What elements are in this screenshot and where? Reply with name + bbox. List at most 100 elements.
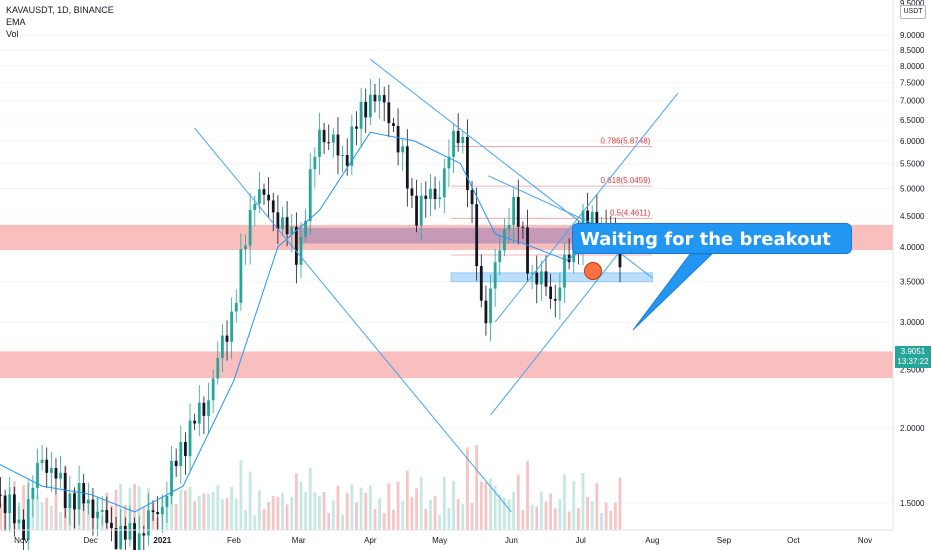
- volume-bar: [553, 508, 557, 530]
- candle-body: [396, 125, 400, 153]
- candle-body: [0, 494, 2, 496]
- candle-body: [31, 487, 35, 500]
- candle-body: [86, 499, 90, 504]
- currency-unit-badge[interactable]: USDT: [900, 5, 926, 19]
- volume-bar: [581, 472, 585, 530]
- price-tick-label: 5.0000: [900, 185, 925, 194]
- fib-level-label: 0.618(5.0459): [601, 176, 651, 185]
- volume-bar: [294, 473, 298, 530]
- candle-body: [230, 311, 234, 342]
- candle-body: [304, 220, 308, 237]
- time-axis[interactable]: Nov Dec 2021 Feb Mar Apr May Jun Jul Aug Sep Oct Nov: [0, 529, 893, 545]
- volume-bar: [267, 501, 271, 530]
- candle-body: [516, 197, 520, 227]
- volume-bar: [410, 496, 414, 530]
- volume-bar: [438, 515, 442, 530]
- volume-bar: [285, 504, 289, 530]
- volume-indicator-label[interactable]: Vol: [6, 29, 19, 39]
- candle-body: [123, 525, 127, 540]
- volume-bar: [595, 483, 599, 530]
- volume-bar: [281, 492, 284, 530]
- volume-bar: [396, 481, 400, 530]
- time-tick-label: Apr: [364, 536, 377, 545]
- candle-body: [368, 94, 372, 118]
- candle-body: [429, 188, 432, 199]
- volume-bar: [188, 487, 192, 530]
- price-tick-label: 6.0000: [900, 137, 925, 146]
- candle-body: [290, 226, 294, 235]
- candle-body: [433, 188, 437, 200]
- candle-body: [49, 468, 53, 473]
- volume-bar: [193, 501, 197, 530]
- price-tick-label: 5.5000: [900, 160, 925, 169]
- volume-bar: [539, 491, 543, 530]
- candle-body: [119, 525, 123, 549]
- price-tick-label: 3.5000: [900, 278, 925, 287]
- price-tick-label: 6.5000: [900, 116, 925, 125]
- candle-body: [165, 496, 169, 508]
- price-axis[interactable]: 1.5000 2.0000 2.5000 3.0000 3.5000 4.0000 4.50…: [892, 0, 925, 530]
- breakout-callout[interactable]: Waiting for the breakout: [572, 223, 852, 280]
- volume-bar: [442, 476, 446, 530]
- volume-bar: [613, 502, 617, 530]
- price-tick-label: 4.5000: [900, 212, 925, 221]
- candle-body: [96, 511, 99, 519]
- volume-bar: [22, 485, 26, 530]
- volume-bar: [382, 512, 386, 530]
- candle-body: [244, 245, 247, 250]
- candle-body: [147, 510, 150, 536]
- volume-bar: [276, 496, 280, 530]
- volume-bar: [378, 498, 381, 530]
- candle-body: [68, 493, 72, 509]
- candle-body: [355, 126, 358, 129]
- volume-bar: [479, 481, 483, 530]
- candle-body: [484, 300, 488, 324]
- candle-body: [452, 130, 455, 157]
- candle-body: [239, 249, 243, 303]
- volume-bar: [230, 486, 234, 530]
- volume-bar: [308, 467, 312, 530]
- price-tick-label: 4.0000: [900, 243, 925, 252]
- candle-body: [563, 254, 566, 288]
- candle-body: [364, 101, 368, 118]
- candle-body: [466, 136, 469, 191]
- candle-body: [174, 460, 178, 467]
- volume-bar: [405, 470, 409, 530]
- support-box: [450, 272, 653, 283]
- volume-bar: [142, 507, 146, 530]
- candle-body: [77, 483, 81, 510]
- volume-bar: [318, 495, 321, 530]
- candle-body: [281, 217, 284, 230]
- volume-bar: [567, 511, 571, 530]
- candle-body: [419, 195, 423, 226]
- candle-body: [276, 212, 280, 230]
- candle-body: [133, 523, 136, 550]
- symbol-title[interactable]: KAVAUSDT, 1D, BINANCE: [6, 5, 114, 15]
- volume-bar: [461, 504, 465, 530]
- candle-body: [341, 155, 344, 157]
- bar-countdown: 13:37:22: [897, 357, 929, 366]
- volume-bar: [45, 497, 49, 530]
- volume-bar: [535, 506, 539, 530]
- candle-body: [590, 211, 594, 223]
- candle-body: [493, 262, 497, 289]
- volume-bar: [244, 510, 247, 530]
- volume-bar: [401, 500, 405, 530]
- candle-body: [110, 522, 113, 528]
- volume-bar: [211, 492, 215, 530]
- volume-bar: [253, 515, 257, 530]
- volume-bar: [609, 511, 613, 530]
- volume-bar: [341, 514, 344, 530]
- candle-body: [401, 146, 405, 153]
- volume-bar: [123, 504, 127, 530]
- ema-indicator-label[interactable]: EMA: [6, 17, 26, 27]
- volume-bar: [452, 480, 455, 530]
- candle-body: [207, 400, 210, 416]
- candle-body: [415, 195, 418, 226]
- volume-bar: [373, 509, 377, 530]
- candle-body: [470, 190, 474, 205]
- volume-bar: [368, 485, 372, 530]
- candle-body: [539, 271, 543, 285]
- candle-body: [313, 156, 317, 170]
